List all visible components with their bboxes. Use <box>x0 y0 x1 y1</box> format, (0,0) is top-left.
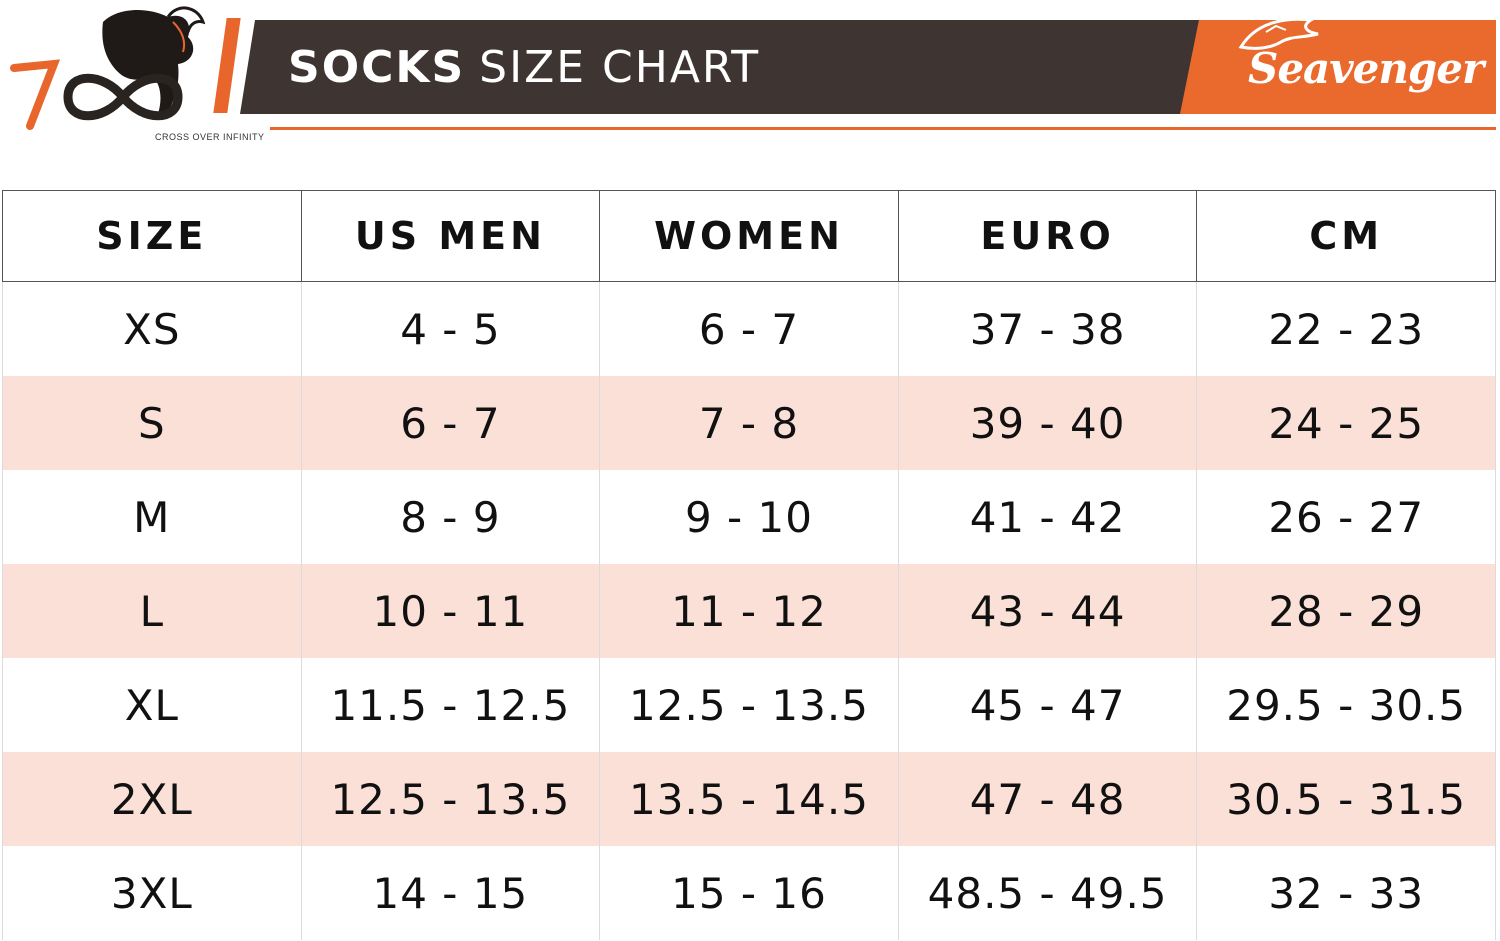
table-row: 3XL 14 - 15 15 - 16 48.5 - 49.5 32 - 33 <box>2 846 1496 940</box>
cell-women: 12.5 - 13.5 <box>599 658 899 752</box>
logo-tagline: CROSS OVER INFINITY <box>155 132 265 142</box>
cell-size: 3XL <box>2 846 302 940</box>
title-bold: SOCKS <box>288 42 466 93</box>
cell-euro: 45 - 47 <box>897 658 1198 752</box>
size-chart-table: SIZE US MEN WOMEN EURO CM XS 4 - 5 6 - 7… <box>2 190 1496 940</box>
cell-us-men: 12.5 - 13.5 <box>300 752 601 846</box>
cell-euro: 39 - 40 <box>897 376 1198 470</box>
cell-cm: 28 - 29 <box>1196 564 1496 658</box>
cell-size: 2XL <box>2 752 302 846</box>
cell-euro: 37 - 38 <box>897 281 1198 376</box>
cell-us-men: 8 - 9 <box>300 470 601 564</box>
table-row: S 6 - 7 7 - 8 39 - 40 24 - 25 <box>2 376 1496 470</box>
cell-euro: 43 - 44 <box>897 564 1198 658</box>
seven-mark-icon <box>10 59 61 130</box>
cell-cm: 26 - 27 <box>1196 470 1496 564</box>
cell-size: S <box>2 376 302 470</box>
table-row: XL 11.5 - 12.5 12.5 - 13.5 45 - 47 29.5 … <box>2 658 1496 752</box>
cell-us-men: 10 - 11 <box>300 564 601 658</box>
column-header-euro: EURO <box>897 190 1198 282</box>
column-header-women: WOMEN <box>599 190 899 282</box>
column-header-cm: CM <box>1196 190 1496 282</box>
horse-infinity-icon <box>63 6 206 121</box>
brand-name: Seavenger <box>1248 44 1484 93</box>
title-bar <box>240 20 1240 114</box>
cell-women: 11 - 12 <box>599 564 899 658</box>
page-title: SOCKS SIZE CHART <box>288 40 760 96</box>
brand-box <box>1180 20 1496 114</box>
cell-cm: 32 - 33 <box>1196 846 1496 940</box>
cell-euro: 41 - 42 <box>897 470 1198 564</box>
cell-cm: 30.5 - 31.5 <box>1196 752 1496 846</box>
header-underline <box>270 127 1496 130</box>
cell-us-men: 14 - 15 <box>300 846 601 940</box>
column-header-us-men: US MEN <box>300 190 601 282</box>
cell-euro: 48.5 - 49.5 <box>897 846 1198 940</box>
table-header-row: SIZE US MEN WOMEN EURO CM <box>2 190 1496 282</box>
dragon-icon <box>1238 17 1319 50</box>
cell-us-men: 6 - 7 <box>300 376 601 470</box>
cell-women: 6 - 7 <box>599 281 899 376</box>
cell-cm: 22 - 23 <box>1196 281 1496 376</box>
cell-us-men: 11.5 - 12.5 <box>300 658 601 752</box>
cell-cm: 29.5 - 30.5 <box>1196 658 1496 752</box>
cell-cm: 24 - 25 <box>1196 376 1496 470</box>
cell-size: XS <box>2 281 302 376</box>
cell-women: 13.5 - 14.5 <box>599 752 899 846</box>
cell-women: 9 - 10 <box>599 470 899 564</box>
header: CROSS OVER INFINITY SOCKS SIZE CHART Seav… <box>0 0 1500 150</box>
cell-us-men: 4 - 5 <box>300 281 601 376</box>
cell-euro: 47 - 48 <box>897 752 1198 846</box>
cross-over-infinity-logo <box>8 2 288 147</box>
table-row: L 10 - 11 11 - 12 43 - 44 28 - 29 <box>2 564 1496 658</box>
table-row: M 8 - 9 9 - 10 41 - 42 26 - 27 <box>2 470 1496 564</box>
table-row: 2XL 12.5 - 13.5 13.5 - 14.5 47 - 48 30.5… <box>2 752 1496 846</box>
cell-women: 15 - 16 <box>599 846 899 940</box>
cell-size: XL <box>2 658 302 752</box>
title-light: SIZE CHART <box>479 42 761 93</box>
table-row: XS 4 - 5 6 - 7 37 - 38 22 - 23 <box>2 281 1496 376</box>
cell-size: M <box>2 470 302 564</box>
column-header-size: SIZE <box>2 190 302 282</box>
cell-size: L <box>2 564 302 658</box>
cell-women: 7 - 8 <box>599 376 899 470</box>
